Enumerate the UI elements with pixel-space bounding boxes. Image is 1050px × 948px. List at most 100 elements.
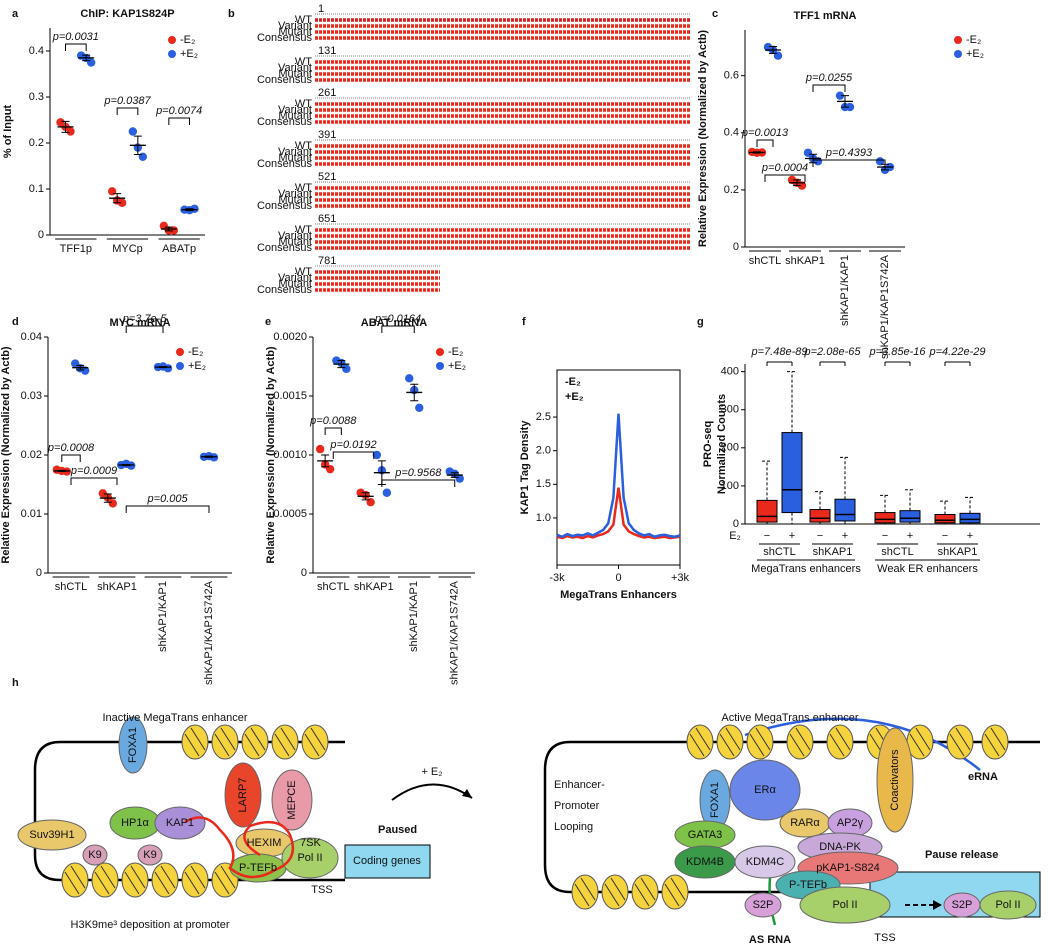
protein-label: HEXIM (247, 837, 282, 849)
legend-label: -E₂ (966, 34, 981, 46)
box (809, 509, 831, 523)
p-value: p=0.0074 (155, 105, 202, 117)
p-value: p=0.0164 (374, 313, 421, 325)
nucleosome-wrap (574, 877, 596, 907)
bracket (70, 477, 118, 485)
p-value: p=3.7e-5 (122, 313, 168, 325)
bracket (332, 451, 375, 459)
group-label: Weak ER enhancers (877, 563, 978, 575)
protein-label: DNA-PK (819, 841, 861, 853)
block-start: 391 (318, 129, 336, 141)
nucleosome (301, 724, 329, 760)
y-axis-label: % of Input (2, 105, 14, 158)
row-label: Mutant (278, 278, 312, 290)
legend-label: -E₂ (565, 376, 581, 388)
x-tick-label: shKAP1 (97, 581, 137, 593)
row-label: WT (295, 140, 312, 152)
protein (137, 844, 163, 866)
row-label: Variant (278, 188, 312, 200)
panel-letter: f (522, 316, 526, 328)
row-label: Mutant (278, 110, 312, 122)
x-tick-label: MYCp (112, 243, 143, 255)
p-value: p=0.0008 (47, 442, 95, 454)
protein-label: ERα (754, 784, 776, 796)
row-label: WT (295, 224, 312, 236)
legend-marker (176, 362, 184, 370)
x-tick-label: − (882, 530, 888, 542)
whisker (880, 494, 890, 513)
nucleosome (686, 724, 714, 760)
nucleosome (211, 724, 239, 760)
proteins (17, 716, 1037, 924)
nucleosome-wrap (749, 727, 771, 757)
nucleosome (716, 724, 744, 760)
box (934, 513, 956, 524)
x-tick-label: shKAP1/KAP1S742A (203, 580, 215, 685)
legend-label: -E₂ (180, 34, 195, 46)
condition-label: shCTL (763, 546, 795, 558)
nucleosome-wrap (689, 727, 711, 757)
dna-loop (543, 740, 1040, 894)
y-tick-label: 300 (721, 404, 739, 416)
x-axis-label: MegaTrans Enhancers (560, 589, 677, 601)
protein-label: Pol II (995, 899, 1020, 911)
condition-label: shKAP1 (938, 546, 978, 558)
box (874, 512, 896, 524)
nucleosome (601, 874, 629, 910)
x-tick-label: + (907, 530, 913, 542)
p-value: p=0.4393 (825, 147, 873, 159)
protein-label: P-TEFb (239, 862, 277, 874)
row-label: Consensus (257, 74, 313, 86)
nucleosome-wrap (949, 727, 971, 757)
arrow-head (462, 789, 472, 798)
row-label: Variant (278, 20, 312, 32)
bracket (819, 361, 846, 366)
block-start: 521 (318, 171, 336, 183)
nucleosome (181, 724, 209, 760)
nucleosome-wrap (184, 865, 206, 895)
diagram-text: AS RNA (749, 934, 791, 946)
box (899, 510, 921, 523)
nucleosome-wrap (304, 727, 326, 757)
row-label: Consensus (257, 200, 313, 212)
nucleosome-wrap (634, 877, 656, 907)
looping-text: Promoter (554, 800, 600, 812)
nucleosome (151, 862, 179, 898)
x-tick-label: + (789, 530, 795, 542)
nucleosomes (61, 724, 1009, 910)
chart-title: TFF1 mRNA (794, 10, 857, 22)
box (959, 512, 981, 524)
row-label: WT (295, 182, 312, 194)
row-label: WT (295, 266, 312, 278)
bracket (766, 361, 793, 366)
y-tick-label: 1.0 (536, 512, 551, 524)
dot (875, 157, 885, 166)
nucleosome-wrap (719, 727, 741, 757)
nucleosome (946, 724, 974, 760)
dot (366, 498, 375, 507)
x-tick-label: shKAP1/KAP1 (408, 581, 420, 652)
bracket (61, 454, 81, 462)
legend-marker (176, 348, 184, 356)
y-tick-label: 0.0015 (273, 390, 307, 402)
nucleosome-wrap (604, 877, 626, 907)
whisker (940, 500, 950, 515)
protein (876, 727, 914, 833)
p-value: p=0.0031 (52, 31, 99, 43)
y-tick-label: 0.2 (724, 184, 739, 196)
panel-letter: h (12, 677, 19, 689)
stimulus: + E₂ (421, 766, 442, 778)
block-start: 651 (318, 213, 336, 225)
protein-label: Pol II (297, 852, 322, 864)
protein-label: pKAP1-S824 (816, 862, 880, 874)
dot (372, 450, 382, 460)
legend-label: +E₂ (448, 360, 466, 372)
row-label: Variant (278, 104, 312, 116)
protein-label: LARP7 (237, 778, 249, 813)
error-bar (450, 472, 459, 478)
protein-label: Suv39H1 (29, 829, 74, 841)
nucleosome (826, 724, 854, 760)
error-bar (321, 454, 330, 468)
protein-label: K9 (143, 849, 156, 861)
nucleosome (786, 724, 814, 760)
